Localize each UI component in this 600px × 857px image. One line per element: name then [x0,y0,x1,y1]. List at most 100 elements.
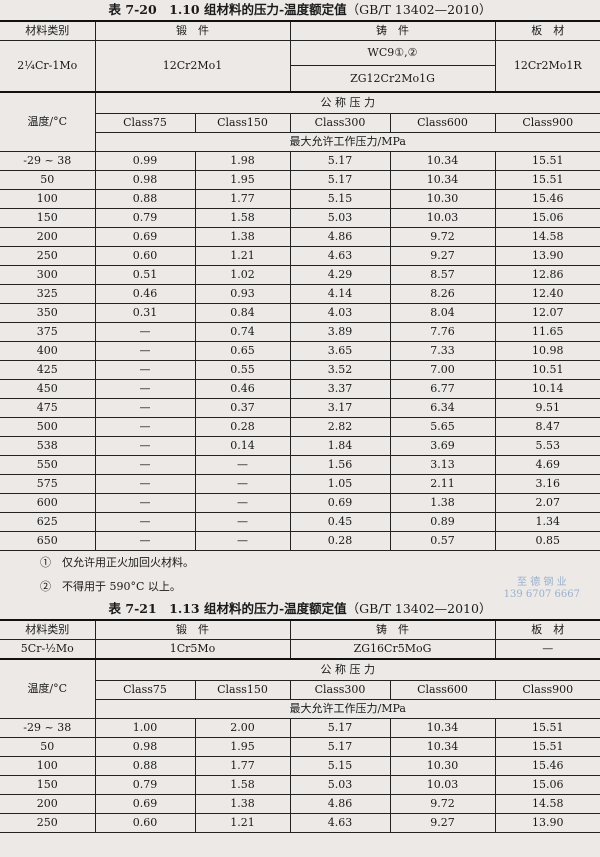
pressure-cell: 11.65 [494,322,600,342]
pressure-cell: 1.21 [194,246,291,266]
pressure-cell: — [194,531,291,551]
class-header: Class900 [494,113,600,133]
pressure-cell: 0.46 [194,379,291,399]
pressure-cell: 8.26 [389,284,496,304]
pressure-cell: 0.60 [94,246,196,266]
class-header: Class150 [194,680,291,700]
temperature-cell: 425 [0,360,96,380]
pressure-cell: — [194,474,291,494]
pressure-cell: 10.34 [389,151,496,171]
pressure-cell: 1.38 [194,227,291,247]
pressure-cell: 0.98 [94,737,196,757]
pressure-cell: 10.34 [389,718,496,738]
pressure-cell: 3.17 [289,398,391,418]
pressure-cell: — [94,531,196,551]
pressure-cell: 9.51 [494,398,600,418]
pressure-cell: 7.33 [389,341,496,361]
temperature-cell: 538 [0,436,96,456]
pressure-cell: 1.84 [289,436,391,456]
plate-label: 板 材 [494,619,600,640]
pressure-cell: 12.40 [494,284,600,304]
pressure-cell: 15.51 [494,170,600,190]
pressure-cell: 3.37 [289,379,391,399]
pressure-cell: 10.14 [494,379,600,399]
pressure-cell: 4.63 [289,813,391,833]
table-row: 500—0.28 2.82 5.65 8.47 [0,417,600,437]
pressure-cell: 4.69 [494,455,600,475]
pressure-cell: 2.07 [494,493,600,513]
pressure-cell: 0.93 [194,284,291,304]
casting-label: 铸 件 [289,20,496,41]
pressure-cell: 15.51 [494,151,600,171]
pressure-cell: 4.86 [289,794,391,814]
temperature-cell: 475 [0,398,96,418]
pressure-cell: 10.34 [389,170,496,190]
pressure-cell: 3.13 [389,455,496,475]
pressure-cell: 4.14 [289,284,391,304]
table-row: 425—0.55 3.52 7.00 10.51 [0,360,600,380]
class-header: Class300 [289,113,391,133]
temp-label: 温度/°C [0,658,96,719]
table1: 材料类别锻 件铸 件板 材 2¼Cr-1Mo 12Cr2Mo1 WC9①,② 12Cr… [0,20,600,551]
nominal-label: 公 称 压 力 [94,658,600,681]
pressure-cell: 0.31 [94,303,196,323]
pressure-cell: 7.00 [389,360,496,380]
pressure-cell: 0.57 [389,531,496,551]
material: 5Cr-½Mo [0,639,96,660]
temperature-cell: 450 [0,379,96,399]
table-row: 475—0.37 3.17 6.34 9.51 [0,398,600,418]
table-row: 325 0.46 0.93 4.14 8.26 12.40 [0,284,600,304]
table-row: 150 0.79 1.58 5.03 10.03 15.06 [0,208,600,228]
table-row: 50 0.98 1.95 5.17 10.34 15.51 [0,170,600,190]
pressure-cell: 0.85 [494,531,600,551]
pressure-cell: — [94,379,196,399]
pressure-cell: 1.38 [194,794,291,814]
pressure-cell: 1.34 [494,512,600,532]
pressure-cell: 15.46 [494,756,600,776]
nominal-label: 公 称 压 力 [94,91,600,114]
pressure-cell: 0.28 [194,417,291,437]
pressure-cell: 0.89 [389,512,496,532]
class-header: Class900 [494,680,600,700]
pressure-cell: 1.95 [194,737,291,757]
pressure-cell: 1.00 [94,718,196,738]
table-row: 100 0.88 1.77 5.15 10.30 15.46 [0,756,600,776]
pressure-cell: 0.55 [194,360,291,380]
pressure-cell: 0.37 [194,398,291,418]
pressure-cell: 4.86 [289,227,391,247]
forging-label: 锻 件 [94,20,291,41]
pressure-cell: 8.57 [389,265,496,285]
pressure-cell: 0.79 [94,775,196,795]
pressure-cell: 12.86 [494,265,600,285]
table-row: 350 0.31 0.84 4.03 8.04 12.07 [0,303,600,323]
pressure-cell: 9.27 [389,813,496,833]
pressure-cell: 1.95 [194,170,291,190]
table-row: 400—0.65 3.65 7.33 10.98 [0,341,600,361]
temperature-cell: 250 [0,246,96,266]
pressure-cell: 0.88 [94,189,196,209]
pressure-cell: 0.84 [194,303,291,323]
pressure-cell: 4.63 [289,246,391,266]
temperature-cell: 650 [0,531,96,551]
pressure-cell: 6.77 [389,379,496,399]
temperature-cell: 500 [0,417,96,437]
pressure-cell: — [94,436,196,456]
table2: 材料类别锻 件铸 件板 材 5Cr-½Mo 1Cr5Mo ZG16Cr5MoG — 温… [0,619,600,833]
pressure-cell: 1.98 [194,151,291,171]
pressure-cell: 9.72 [389,794,496,814]
pressure-cell: 7.76 [389,322,496,342]
table-row: 250 0.60 1.21 4.63 9.27 13.90 [0,813,600,833]
pressure-cell: 10.03 [389,208,496,228]
temperature-cell: 400 [0,341,96,361]
temperature-cell: 600 [0,493,96,513]
class-header: Class75 [95,680,196,700]
pressure-cell: — [194,493,291,513]
temperature-cell: 100 [0,756,96,776]
casting-wc9: WC9①,② [289,39,496,67]
pressure-cell: — [94,455,196,475]
pressure-cell: 5.17 [289,737,391,757]
material: 2¼Cr-1Mo [0,40,96,93]
pressure-cell: 1.05 [289,474,391,494]
pressure-cell: 1.77 [194,756,291,776]
pressure-cell: 5.03 [289,208,391,228]
